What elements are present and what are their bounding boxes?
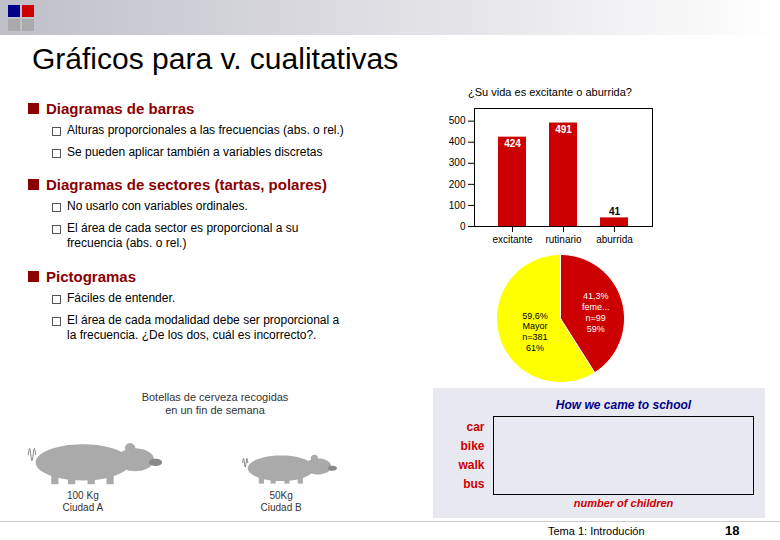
html-text:Diagramas de sectores (tartas,: Diagramas de sectores (tartas, polares)	[46, 176, 327, 194]
html-text:Gráficos para v. cualitativas: Gráficos para v. cualitativas	[32, 42, 399, 75]
svg-text:41: 41	[609, 206, 621, 217]
svg-text:41,3%feme...n=9959%: 41,3%feme...n=9959%	[582, 291, 610, 333]
svg-text:59,6%Mayorn=38161%: 59,6%Mayorn=38161%	[522, 311, 548, 353]
html-text:¿Su vida es excitante o aburri: ¿Su vida es excitante o aburrida?	[468, 86, 632, 98]
svg-text:number of children: number of children	[574, 497, 674, 509]
svg-text:bus: bus	[463, 477, 485, 491]
html-text:No usarlo con variables ordina: No usarlo con variables ordinales.	[67, 199, 248, 214]
svg-text:100: 100	[449, 200, 466, 211]
svg-text:walk: walk	[457, 458, 484, 472]
svg-text:200: 200	[449, 179, 466, 190]
html-text:Pictogramas: Pictogramas	[46, 268, 136, 285]
svg-text:car: car	[466, 420, 484, 434]
svg-text:How we came to school: How we came to school	[556, 398, 692, 412]
html-text:Alturas proporcionales a las f: Alturas proporcionales a las frecuencias…	[67, 123, 344, 137]
svg-text:0: 0	[460, 221, 466, 232]
svg-text:rutinario: rutinario	[545, 234, 582, 245]
html-text:Fáciles de entender.: Fáciles de entender.	[67, 291, 176, 305]
svg-text:491: 491	[555, 124, 572, 135]
html-text:El área de cada modalidad debe: El área de cada modalidad debe ser propo…	[67, 312, 340, 343]
html-text:Se pueden aplicar también a va: Se pueden aplicar también a variables di…	[67, 144, 323, 159]
svg-text:aburrida: aburrida	[596, 234, 633, 245]
html-text:Diagramas de barras: Diagramas de barras	[46, 100, 195, 117]
html-text:Tema 1: Introdución: Tema 1: Introdución	[548, 525, 645, 537]
svg-text:Botellas de cerveza recogidase: Botellas de cerveza recogidasen un fin d…	[142, 391, 289, 416]
svg-text:50KgCiudad B: 50KgCiudad B	[261, 490, 302, 513]
html-text:El área de cada sector es prop: El área de cada sector es proporcional a…	[67, 220, 299, 251]
svg-text:100 KgCiudad A: 100 KgCiudad A	[63, 490, 104, 513]
svg-text:excitante: excitante	[492, 234, 532, 245]
svg-text:424: 424	[504, 138, 521, 149]
svg-text:400: 400	[449, 136, 466, 147]
svg-text:bike: bike	[460, 439, 484, 453]
html-text:18: 18	[725, 523, 740, 538]
svg-text:500: 500	[449, 115, 466, 126]
svg-text:300: 300	[449, 157, 466, 168]
